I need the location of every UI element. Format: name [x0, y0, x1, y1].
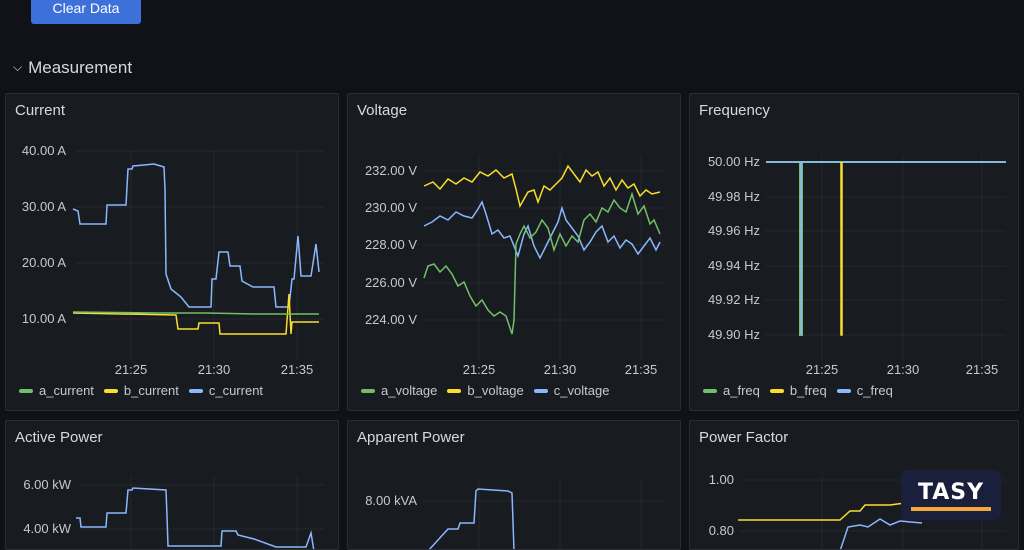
legend-swatch: [769, 388, 784, 393]
y-tick: 49.90 Hz: [708, 327, 760, 342]
apparent-power-chart: 8.00 kVA: [365, 481, 666, 549]
logo-underline: [911, 506, 991, 511]
panel-voltage: Voltage 232.00 V 230.00 V 228.00 V 226.0…: [347, 93, 681, 411]
y-tick: 40.00 A: [22, 143, 66, 158]
y-tick: 4.00 kW: [23, 521, 71, 536]
y-tick: 8.00 kVA: [365, 493, 417, 508]
series-b-current: [72, 293, 319, 335]
legend-swatch: [447, 388, 462, 393]
x-tick: 21:30: [887, 362, 920, 377]
legend-item[interactable]: a_freq: [703, 383, 760, 398]
panel-current: Current 40.00 A 30.00 A 20.00 A 10.00 A …: [5, 93, 339, 411]
legend-item[interactable]: a_current: [19, 383, 94, 398]
x-tick: 21:25: [463, 362, 496, 377]
row-title: Measurement: [28, 58, 133, 77]
panel-title: Apparent Power: [357, 429, 465, 446]
legend-item[interactable]: c_current: [188, 383, 264, 398]
legend: a_freq b_freq c_freq: [703, 383, 893, 398]
legend-swatch: [103, 388, 118, 393]
x-tick: 21:30: [544, 362, 577, 377]
panel-active-power: Active Power 6.00 kW 4.00 kW: [5, 420, 339, 550]
legend: a_voltage b_voltage c_voltage: [361, 383, 609, 398]
current-chart: 40.00 A 30.00 A 20.00 A 10.00 A 21:25 21…: [22, 143, 324, 377]
legend-item[interactable]: b_freq: [769, 383, 827, 398]
legend-label: c_freq: [856, 383, 893, 398]
y-tick: 49.96 Hz: [708, 223, 760, 238]
y-tick: 49.92 Hz: [708, 292, 760, 307]
legend-item[interactable]: c_voltage: [533, 383, 610, 398]
legend-label: c_voltage: [553, 383, 610, 398]
legend-swatch: [188, 388, 203, 393]
y-tick: 6.00 kW: [23, 477, 71, 492]
legend-swatch: [836, 388, 851, 393]
legend-swatch: [19, 388, 33, 393]
row-header-measurement[interactable]: ⌵ Measurement: [13, 57, 132, 79]
series-a-freq: [766, 161, 1006, 336]
legend-item[interactable]: a_voltage: [361, 383, 437, 398]
voltage-chart: 232.00 V 230.00 V 228.00 V 226.00 V 224.…: [365, 154, 666, 377]
y-tick: 226.00 V: [365, 275, 417, 290]
series-c-voltage: [423, 200, 661, 260]
frequency-chart: 50.00 Hz 49.98 Hz 49.96 Hz 49.94 Hz 49.9…: [708, 154, 1006, 377]
power-factor-chart: 1.00 0.80: [709, 472, 1006, 549]
series-b-freq: [840, 162, 843, 336]
y-tick: 224.00 V: [365, 312, 417, 327]
legend-label: b_freq: [789, 383, 827, 398]
y-tick: 10.00 A: [22, 311, 66, 326]
y-tick: 232.00 V: [365, 163, 417, 178]
y-tick: 228.00 V: [365, 237, 417, 252]
legend-swatch: [361, 388, 375, 393]
legend-item[interactable]: c_freq: [836, 383, 893, 398]
series-pf-b: [738, 502, 922, 521]
legend-label: c_current: [208, 383, 264, 398]
x-tick: 21:35: [281, 362, 314, 377]
series-a-current: [72, 311, 319, 315]
tasy-logo: TASY: [901, 470, 1001, 520]
legend-swatch: [703, 388, 717, 393]
panel-frequency: Frequency 50.00 Hz 49.98 Hz 49.96 Hz 49.…: [689, 93, 1019, 411]
series-b-voltage: [423, 164, 661, 209]
y-tick: 30.00 A: [22, 199, 66, 214]
panel-title: Current: [15, 102, 66, 119]
series-pf-c: [839, 518, 923, 549]
y-tick: 50.00 Hz: [708, 154, 760, 169]
y-tick: 20.00 A: [22, 255, 66, 270]
series-active-power: [76, 487, 315, 549]
x-tick: 21:25: [115, 362, 148, 377]
active-power-chart: 6.00 kW 4.00 kW: [23, 476, 324, 549]
legend-item[interactable]: b_voltage: [447, 383, 524, 398]
panel-power-factor: Power Factor 1.00 0.80: [689, 420, 1019, 550]
legend-label: b_voltage: [467, 383, 524, 398]
clear-data-button[interactable]: Clear Data: [31, 0, 141, 24]
panel-title: Voltage: [357, 102, 408, 119]
legend: a_current b_current c_current: [19, 383, 263, 398]
y-tick: 49.98 Hz: [708, 189, 760, 204]
panel-title: Power Factor: [699, 429, 789, 446]
series-c-current: [72, 163, 320, 308]
top-toolbar: Clear Data: [0, 0, 1024, 28]
logo-text: TASY: [917, 479, 985, 505]
chevron-down-icon: ⌵: [13, 59, 23, 74]
x-tick: 21:30: [198, 362, 231, 377]
panel-apparent-power: Apparent Power 8.00 kVA: [347, 420, 681, 550]
legend-label: a_freq: [723, 383, 760, 398]
y-tick: 0.80: [709, 523, 734, 538]
panel-title: Active Power: [15, 429, 103, 446]
y-tick: 49.94 Hz: [708, 258, 760, 273]
legend-item[interactable]: b_current: [103, 383, 179, 398]
series-apparent-power: [428, 488, 515, 549]
x-tick: 21:35: [966, 362, 999, 377]
series-a-voltage: [423, 191, 661, 335]
panel-title: Frequency: [699, 102, 770, 119]
y-tick: 230.00 V: [365, 200, 417, 215]
legend-label: a_voltage: [381, 383, 438, 398]
legend-swatch: [533, 388, 548, 393]
x-tick: 21:25: [806, 362, 839, 377]
legend-label: a_current: [39, 383, 94, 398]
y-tick: 1.00: [709, 472, 734, 487]
x-tick: 21:35: [625, 362, 658, 377]
legend-label: b_current: [123, 383, 179, 398]
